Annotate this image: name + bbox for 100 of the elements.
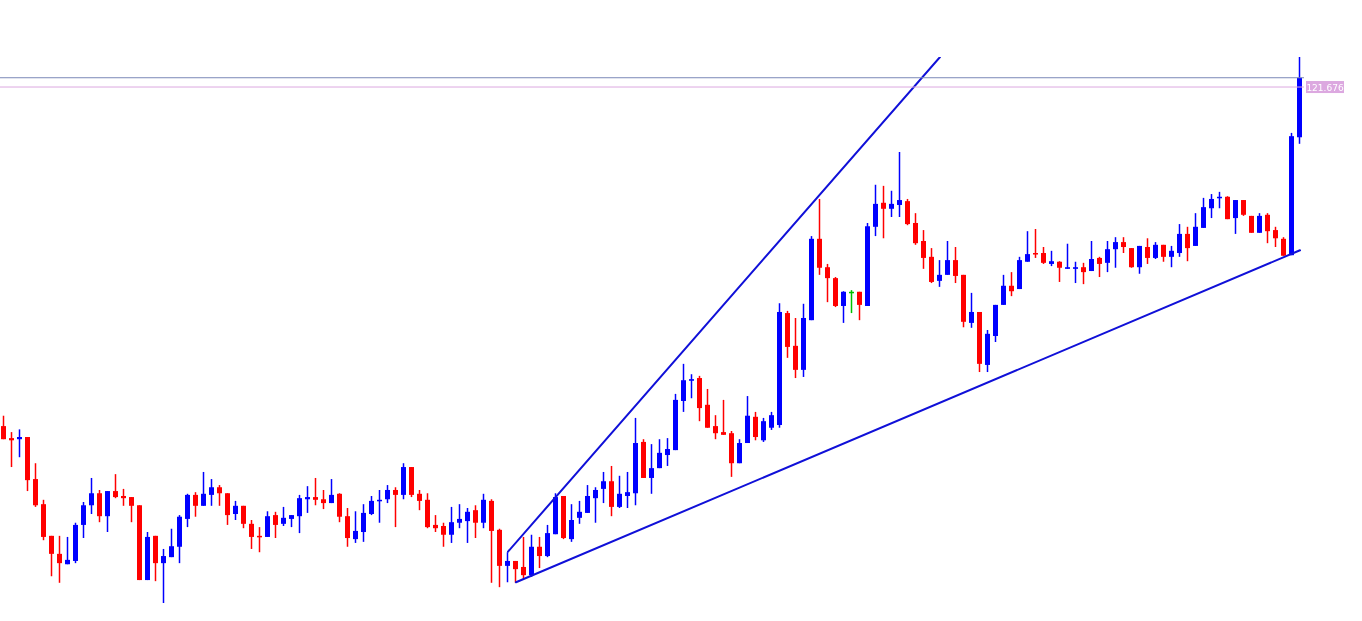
- candlestick: [209, 478, 214, 507]
- candlestick: [385, 484, 390, 504]
- candlestick: [913, 212, 918, 246]
- candlestick: [897, 151, 902, 218]
- candlestick: [577, 500, 582, 525]
- candlestick: [321, 489, 326, 510]
- candlestick: [161, 548, 166, 603]
- candlestick: [545, 524, 550, 558]
- candlestick: [81, 501, 86, 539]
- candlestick: [297, 494, 302, 534]
- candlestick: [457, 503, 462, 529]
- candlestick: [1177, 223, 1182, 258]
- candlestick: [57, 535, 62, 584]
- candlestick: [193, 491, 198, 518]
- candlestick: [353, 510, 358, 544]
- candlestick: [233, 500, 238, 521]
- candlestick: [1257, 212, 1262, 234]
- candlestick: [1097, 256, 1102, 278]
- candlestick: [305, 485, 310, 514]
- candlestick: [857, 291, 862, 321]
- candlestick: [873, 184, 878, 237]
- candlestick: [1137, 245, 1142, 275]
- candlestick: [89, 477, 94, 515]
- candlestick: [721, 399, 726, 436]
- candlestick: [505, 551, 510, 583]
- candlestick: [225, 492, 230, 526]
- candlestick: [329, 478, 334, 504]
- candlestick: [1281, 236, 1286, 257]
- candlestick: [713, 414, 718, 440]
- candlestick: [953, 246, 958, 284]
- candlestick: [273, 511, 278, 539]
- candlestick: [1057, 260, 1062, 283]
- candlestick: [1065, 242, 1070, 270]
- candlestick: [169, 527, 174, 558]
- candlestick: [1025, 230, 1030, 263]
- candlestick: [761, 417, 766, 443]
- candlestick: [705, 388, 710, 429]
- candlestick: [113, 473, 118, 499]
- candlestick: [665, 437, 670, 467]
- candlestick: [1185, 226, 1190, 262]
- candlestick: [681, 363, 686, 413]
- candlestick: [465, 507, 470, 544]
- text: 121.676: [1306, 82, 1344, 93]
- candlestick: [657, 438, 662, 469]
- candlestick: [369, 495, 374, 516]
- candlestick: [937, 259, 942, 288]
- candlestick: [417, 489, 422, 511]
- candlestick: [593, 486, 598, 524]
- candlestick: [361, 503, 366, 543]
- candlestick: [889, 190, 894, 218]
- candlestick: [97, 489, 102, 523]
- candlestick: [201, 471, 206, 507]
- candlestick: [1265, 212, 1270, 244]
- candlestick: [217, 484, 222, 507]
- candlestick: [521, 536, 526, 580]
- candlestick: [1273, 226, 1278, 248]
- candlestick: [1009, 271, 1014, 297]
- candlestick: [473, 504, 478, 539]
- candlestick: [769, 411, 774, 431]
- candlestick: [1113, 236, 1118, 269]
- candlestick: [1169, 245, 1174, 268]
- candlestick: [569, 503, 574, 543]
- candlestick: [737, 438, 742, 464]
- candlestick: [1201, 197, 1206, 229]
- candlestick: [1129, 247, 1134, 269]
- candlestick: [625, 471, 630, 509]
- candlestick: [265, 510, 270, 538]
- candlestick: [1209, 193, 1214, 219]
- candlestick: [441, 521, 446, 548]
- candlestick: [689, 373, 694, 399]
- candlestick: [753, 411, 758, 442]
- candlestick: [585, 484, 590, 514]
- candlestick: [969, 292, 974, 329]
- candlestick: [1073, 261, 1078, 284]
- candlestick: [1145, 237, 1150, 265]
- candlestick: [393, 486, 398, 528]
- candlestick: [841, 290, 846, 324]
- candlestick: [313, 477, 318, 507]
- candlestick: [129, 496, 134, 523]
- candlestick: [49, 535, 54, 577]
- candlestick: [537, 536, 542, 569]
- candlestick: [825, 263, 830, 303]
- candlestick: [945, 240, 950, 276]
- candlestick: [1033, 228, 1038, 259]
- candlestick: [449, 506, 454, 544]
- candlestick: [649, 443, 654, 495]
- candlestick: [345, 507, 350, 548]
- candlestick: [1105, 240, 1110, 273]
- candlestick: [921, 229, 926, 270]
- candlestick: [1193, 212, 1198, 247]
- candlestick: [17, 428, 22, 458]
- candlestick: [281, 506, 286, 527]
- candlestick: [881, 185, 886, 240]
- candlestick: [1089, 240, 1094, 272]
- candlestick: [1233, 199, 1238, 235]
- candlestick: [601, 471, 606, 504]
- candlestick: [249, 519, 254, 550]
- candlestick: [1081, 262, 1086, 285]
- candlestick: [337, 492, 342, 523]
- candlestick: [617, 475, 622, 509]
